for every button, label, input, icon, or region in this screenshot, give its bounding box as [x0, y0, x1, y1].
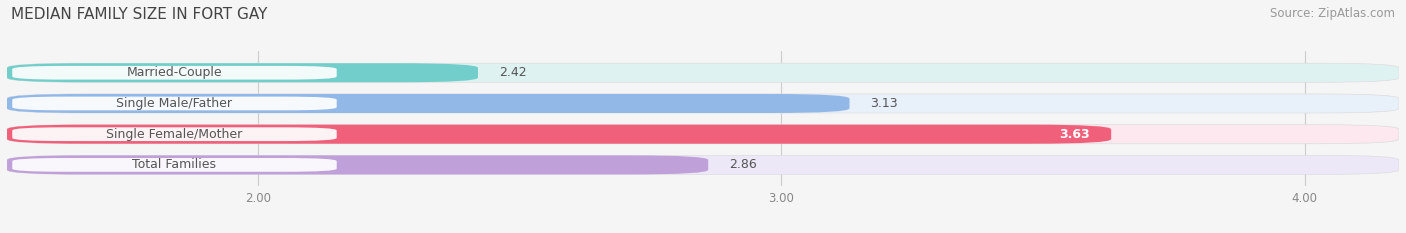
FancyBboxPatch shape [7, 94, 1399, 113]
Text: Total Families: Total Families [132, 158, 217, 171]
Text: 3.63: 3.63 [1060, 128, 1090, 141]
Text: Source: ZipAtlas.com: Source: ZipAtlas.com [1270, 7, 1395, 20]
FancyBboxPatch shape [7, 94, 849, 113]
Text: Single Female/Mother: Single Female/Mother [107, 128, 243, 141]
Text: 2.42: 2.42 [499, 66, 526, 79]
FancyBboxPatch shape [13, 158, 336, 172]
Text: Single Male/Father: Single Male/Father [117, 97, 232, 110]
FancyBboxPatch shape [7, 125, 1399, 144]
FancyBboxPatch shape [7, 63, 478, 82]
Text: Married-Couple: Married-Couple [127, 66, 222, 79]
FancyBboxPatch shape [13, 66, 336, 80]
FancyBboxPatch shape [7, 155, 1399, 175]
FancyBboxPatch shape [7, 155, 709, 175]
FancyBboxPatch shape [13, 127, 336, 141]
Text: 3.13: 3.13 [870, 97, 898, 110]
Text: 2.86: 2.86 [730, 158, 756, 171]
FancyBboxPatch shape [7, 63, 1399, 82]
FancyBboxPatch shape [7, 125, 1111, 144]
Text: MEDIAN FAMILY SIZE IN FORT GAY: MEDIAN FAMILY SIZE IN FORT GAY [11, 7, 267, 22]
FancyBboxPatch shape [13, 97, 336, 110]
